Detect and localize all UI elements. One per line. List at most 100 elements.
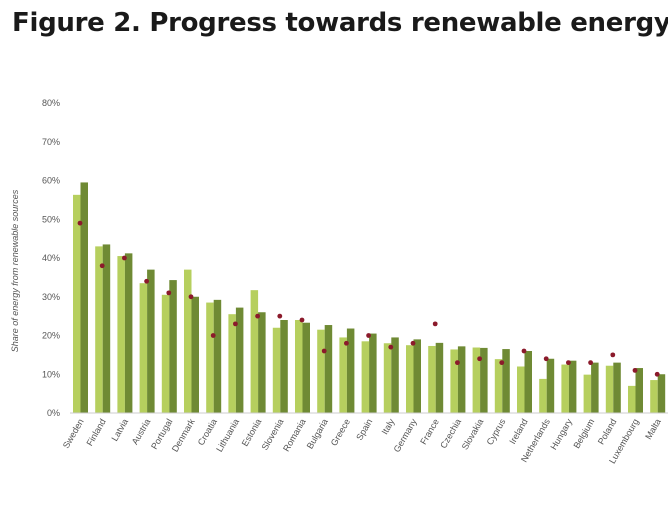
target-marker (632, 367, 638, 373)
bar-dark (591, 362, 599, 413)
bar-dark (235, 307, 244, 413)
x-tick-label: Croatia (196, 417, 219, 447)
bar-dark (480, 347, 488, 413)
bar-light (117, 256, 125, 413)
bar-dark (169, 280, 177, 413)
y-tick-label: 60% (42, 176, 60, 186)
bar-dark (80, 182, 88, 413)
bar-dark (213, 299, 222, 413)
bar-dark (502, 349, 510, 413)
bar-light (539, 378, 547, 413)
bar-dark (391, 337, 399, 413)
bar-light (228, 314, 236, 413)
x-tick-label: Bulgaria (305, 417, 330, 451)
x-tick-label: Finland (85, 417, 108, 448)
bar-light (272, 327, 281, 413)
target-marker (432, 321, 438, 327)
target-marker (299, 317, 305, 323)
target-marker (255, 313, 260, 319)
x-tick-label: Latvia (109, 417, 130, 443)
bar-light (472, 347, 481, 413)
bar-dark (124, 253, 133, 413)
bar-dark (258, 312, 266, 413)
page-title: Figure 2. Progress towards renewable ene… (12, 8, 668, 38)
x-tick-label: Greece (329, 417, 352, 448)
bar-light (184, 269, 192, 413)
bar-light (561, 364, 569, 413)
target-marker (521, 348, 527, 354)
x-tick-label: Spain (354, 417, 374, 442)
bar-light (361, 341, 370, 413)
target-marker (410, 340, 416, 346)
bar-light (628, 385, 636, 413)
bar-dark (546, 358, 555, 413)
target-marker (366, 333, 371, 338)
bar-dark (324, 325, 333, 413)
bar-light (139, 283, 148, 413)
target-marker (277, 313, 283, 319)
bar-dark (435, 342, 444, 413)
bar-light (317, 329, 325, 413)
bar-light (206, 302, 214, 413)
bar-light (95, 246, 103, 413)
bar-light (494, 359, 503, 413)
x-tick-label: France (418, 417, 441, 446)
bar-dark (102, 244, 111, 413)
bar-light (250, 290, 259, 413)
bar-dark (346, 328, 355, 413)
target-marker (144, 278, 150, 284)
x-tick-label: Belgium (571, 417, 596, 450)
target-marker (543, 356, 549, 362)
y-axis-label: Share of energy from renewable sources (10, 189, 20, 352)
y-tick-label: 20% (42, 331, 60, 341)
y-axis-ticks: 0% 10% 20% 30% 40% 50% 60% 70% 80% (42, 98, 60, 418)
target-marker (566, 360, 571, 366)
y-tick-label: 0% (47, 408, 60, 418)
bar-light (650, 380, 658, 413)
x-tick-label: Cyprus (485, 417, 508, 447)
y-tick-label: 80% (42, 98, 60, 108)
target-marker (610, 352, 616, 358)
target-marker (588, 360, 593, 366)
bar-dark (280, 320, 288, 413)
target-marker (321, 348, 327, 354)
y-tick-label: 50% (42, 214, 60, 224)
target-marker (344, 340, 349, 346)
x-tick-label: Austria (130, 417, 153, 446)
target-marker (654, 371, 660, 377)
bar-dark (568, 360, 577, 413)
bar-light (406, 345, 414, 413)
x-tick-label: Italy (380, 417, 397, 437)
bar-dark (302, 322, 310, 413)
target-marker (233, 321, 238, 327)
bar-group (73, 182, 666, 413)
x-tick-label: Poland (596, 417, 619, 446)
target-marker (455, 360, 460, 366)
target-marker (388, 344, 394, 350)
bar-dark (413, 339, 421, 413)
x-tick-label: Hungary (548, 417, 574, 452)
y-tick-label: 70% (42, 137, 60, 147)
bar-dark (524, 351, 532, 413)
bar-dark (635, 368, 643, 413)
y-tick-label: 30% (42, 292, 60, 302)
x-tick-label: Sweden (61, 417, 86, 450)
bar-dark (191, 296, 199, 413)
target-marker (99, 263, 105, 269)
bar-light (517, 366, 525, 413)
bar-light (605, 365, 614, 413)
target-marker (188, 294, 194, 300)
target-marker (77, 220, 83, 226)
y-tick-label: 40% (42, 253, 60, 263)
bar-dark (369, 333, 377, 413)
bar-light (339, 337, 347, 413)
target-marker (499, 360, 505, 366)
bar-light (428, 345, 436, 413)
bar-light (583, 374, 592, 413)
target-marker (210, 333, 216, 338)
target-marker (122, 255, 127, 261)
bar-dark (457, 346, 466, 413)
target-marker (477, 356, 482, 362)
